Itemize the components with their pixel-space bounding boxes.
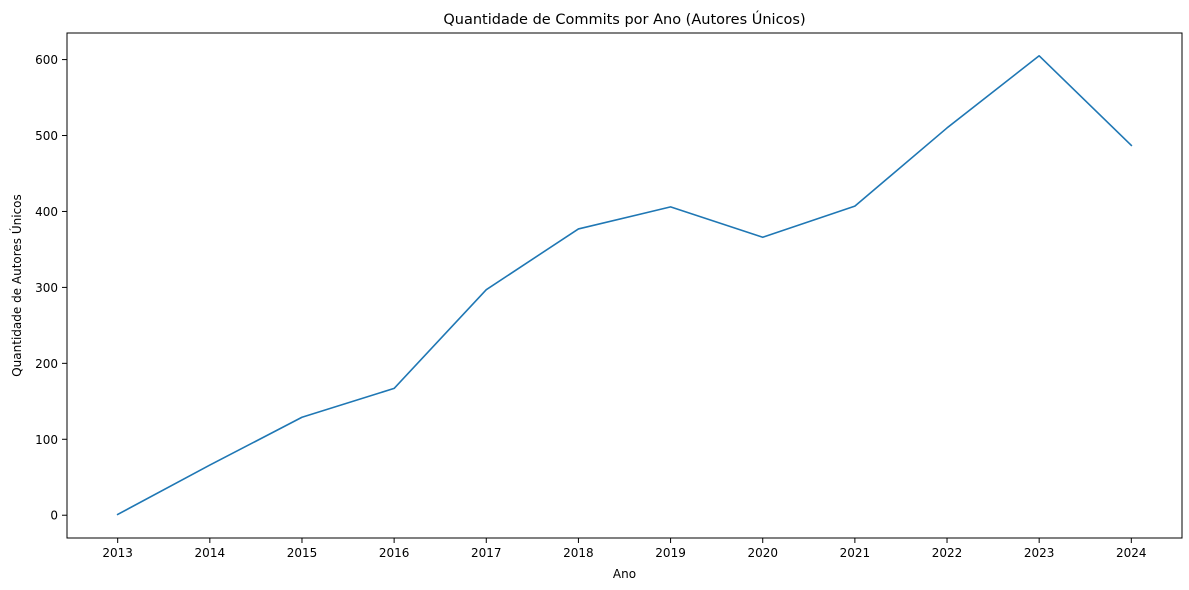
chart-title: Quantidade de Commits por Ano (Autores Ú… bbox=[443, 10, 805, 28]
y-tick-label: 600 bbox=[35, 53, 58, 67]
y-axis-label: Quantidade de Autores Únicos bbox=[9, 194, 24, 377]
x-tick-label: 2020 bbox=[747, 546, 778, 560]
x-tick-label: 2024 bbox=[1116, 546, 1147, 560]
x-axis-ticks: 2013 2014 2015 2016 2017 2018 2019 2020 2021 2022… bbox=[102, 538, 1147, 560]
x-tick-label: 2021 bbox=[840, 546, 871, 560]
y-tick-label: 300 bbox=[35, 281, 58, 295]
y-tick-label: 100 bbox=[35, 433, 58, 447]
x-axis-label: Ano bbox=[613, 567, 636, 581]
series-line bbox=[116, 54, 1133, 516]
y-tick-label: 400 bbox=[35, 205, 58, 219]
y-tick-label: 0 bbox=[50, 509, 58, 523]
x-tick-label: 2018 bbox=[563, 546, 594, 560]
x-tick-label: 2023 bbox=[1024, 546, 1055, 560]
x-tick-label: 2013 bbox=[102, 546, 133, 560]
y-tick-label: 200 bbox=[35, 357, 58, 371]
x-tick-label: 2022 bbox=[932, 546, 963, 560]
x-tick-label: 2017 bbox=[471, 546, 502, 560]
x-tick-label: 2016 bbox=[379, 546, 410, 560]
x-tick-label: 2019 bbox=[655, 546, 686, 560]
x-tick-label: 2014 bbox=[195, 546, 226, 560]
y-tick-label: 500 bbox=[35, 129, 58, 143]
y-axis-ticks: 0 100 200 300 400 500 600 bbox=[35, 53, 67, 523]
x-tick-label: 2015 bbox=[287, 546, 318, 560]
plot-area-frame bbox=[66, 32, 1183, 539]
series-layer bbox=[116, 54, 1133, 516]
